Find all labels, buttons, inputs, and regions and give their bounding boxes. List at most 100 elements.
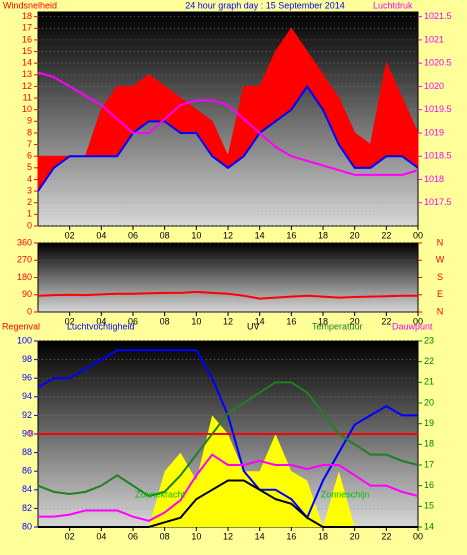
x-tick-label: 02 — [65, 230, 75, 240]
y-tick-label: 7 — [27, 139, 32, 149]
y2-tick-label: 17 — [424, 459, 434, 469]
x-tick-label: 00 — [413, 531, 423, 541]
y2-tick-label: 15 — [424, 501, 434, 511]
y2-tick-label: 1018.5 — [424, 151, 452, 161]
y-tick-label: 0 — [27, 220, 32, 230]
y2-tick-label: 14 — [424, 521, 434, 531]
x-tick-label: 18 — [318, 531, 328, 541]
series-line — [37, 290, 418, 300]
series-line — [37, 381, 419, 498]
y-tick-label: 13 — [22, 69, 32, 79]
y2-tick-label: W — [436, 255, 445, 265]
y2-tick-label: E — [437, 289, 443, 299]
x-tick-label: 20 — [350, 316, 360, 326]
y-tick-label: 6 — [27, 151, 32, 161]
y-tick-label: 96 — [22, 373, 32, 383]
y2-tick-label: 19 — [424, 418, 434, 428]
y3-tick-label: 0 — [28, 428, 33, 438]
legend-label: Regenval — [2, 321, 40, 331]
x-tick-label: 16 — [286, 531, 296, 541]
y-axis-label: Windsnelheid — [3, 0, 57, 10]
annotation: Zonnekracht — [135, 489, 186, 499]
y-tick-label: 11 — [23, 92, 32, 102]
y-tick-label: 3 — [27, 185, 32, 195]
y2-tick-label: 1019.5 — [424, 104, 452, 114]
y-tick-label: 82 — [22, 503, 32, 513]
x-tick-label: 08 — [160, 316, 170, 326]
series-line — [38, 479, 418, 528]
x-tick-label: 08 — [160, 230, 170, 240]
y-tick-label: 270 — [17, 255, 32, 265]
x-tick-label: 22 — [381, 230, 391, 240]
x-tick-label: 18 — [318, 316, 328, 326]
y-tick-label: 5 — [27, 162, 32, 172]
x-tick-label: 14 — [255, 316, 265, 326]
y2-tick-label: 20 — [424, 397, 434, 407]
x-tick-label: 02 — [65, 316, 75, 326]
x-tick-label: 10 — [191, 531, 201, 541]
plot-area — [37, 11, 419, 227]
x-tick-label: 16 — [286, 316, 296, 326]
x-tick-label: 06 — [128, 531, 138, 541]
y-tick-label: 86 — [22, 466, 32, 476]
y2-tick-label: N — [437, 306, 444, 316]
y-tick-label: 18 — [22, 11, 32, 21]
y-tick-label: 16 — [22, 34, 32, 44]
y-tick-label: 2 — [27, 197, 32, 207]
y-tick-label: 92 — [22, 410, 32, 420]
y-tick-label: 12 — [22, 81, 32, 91]
y-tick-label: 17 — [22, 23, 32, 33]
y2-tick-label: 23 — [424, 335, 434, 345]
y2-tick-label: 1020.5 — [424, 58, 452, 68]
x-tick-label: 22 — [381, 531, 391, 541]
y-tick-label: 10 — [22, 104, 32, 114]
y2-tick-label: 1020 — [424, 81, 444, 91]
x-tick-label: 12 — [223, 316, 233, 326]
y-tick-label: 9 — [27, 116, 32, 126]
x-tick-label: 00 — [413, 316, 423, 326]
series-line — [37, 84, 419, 192]
series-line — [37, 349, 418, 520]
x-tick-label: 12 — [223, 531, 233, 541]
solar-area — [38, 415, 418, 527]
legend-label: UV — [247, 321, 260, 331]
y2-tick-label: 16 — [424, 480, 434, 490]
y2-tick-label: 1017.5 — [424, 197, 452, 207]
y-tick-label: 15 — [22, 46, 32, 56]
legend-label: Temperatuur — [312, 321, 363, 331]
series-line — [37, 71, 419, 176]
y2-tick-label: 1019 — [424, 127, 444, 137]
y-tick-label: 100 — [17, 335, 32, 345]
y2-tick-label: 21 — [424, 377, 434, 387]
x-tick-label: 06 — [128, 230, 138, 240]
y-tick-label: 84 — [22, 484, 32, 494]
x-tick-label: 06 — [128, 316, 138, 326]
x-tick-label: 08 — [160, 531, 170, 541]
chart-title: 24 hour graph day : 15 September 2014 — [185, 0, 345, 10]
x-tick-label: 16 — [286, 230, 296, 240]
annotation: Zonneschijn — [321, 489, 370, 499]
x-tick-label: 00 — [413, 230, 423, 240]
y-tick-label: 88 — [22, 447, 32, 457]
x-tick-label: 10 — [191, 316, 201, 326]
y-tick-label: 0 — [27, 306, 32, 316]
y-tick-label: 360 — [17, 237, 32, 247]
y2-tick-label: 22 — [424, 356, 434, 366]
y-tick-label: 4 — [27, 174, 32, 184]
x-tick-label: 18 — [318, 230, 328, 240]
x-tick-label: 20 — [350, 230, 360, 240]
y2-axis-label: Luchtdruk — [373, 0, 413, 10]
x-tick-label: 22 — [381, 316, 391, 326]
x-tick-label: 14 — [255, 230, 265, 240]
x-tick-label: 10 — [191, 230, 201, 240]
y-tick-label: 90 — [22, 428, 32, 438]
x-tick-label: 04 — [96, 230, 106, 240]
y2-tick-label: S — [437, 272, 443, 282]
y-tick-label: 1 — [27, 209, 32, 219]
y-tick-label: 80 — [22, 521, 32, 531]
y-tick-label: 94 — [22, 391, 32, 401]
series-line — [38, 453, 419, 522]
y-tick-label: 180 — [17, 272, 32, 282]
y-tick-label: 8 — [27, 127, 32, 137]
